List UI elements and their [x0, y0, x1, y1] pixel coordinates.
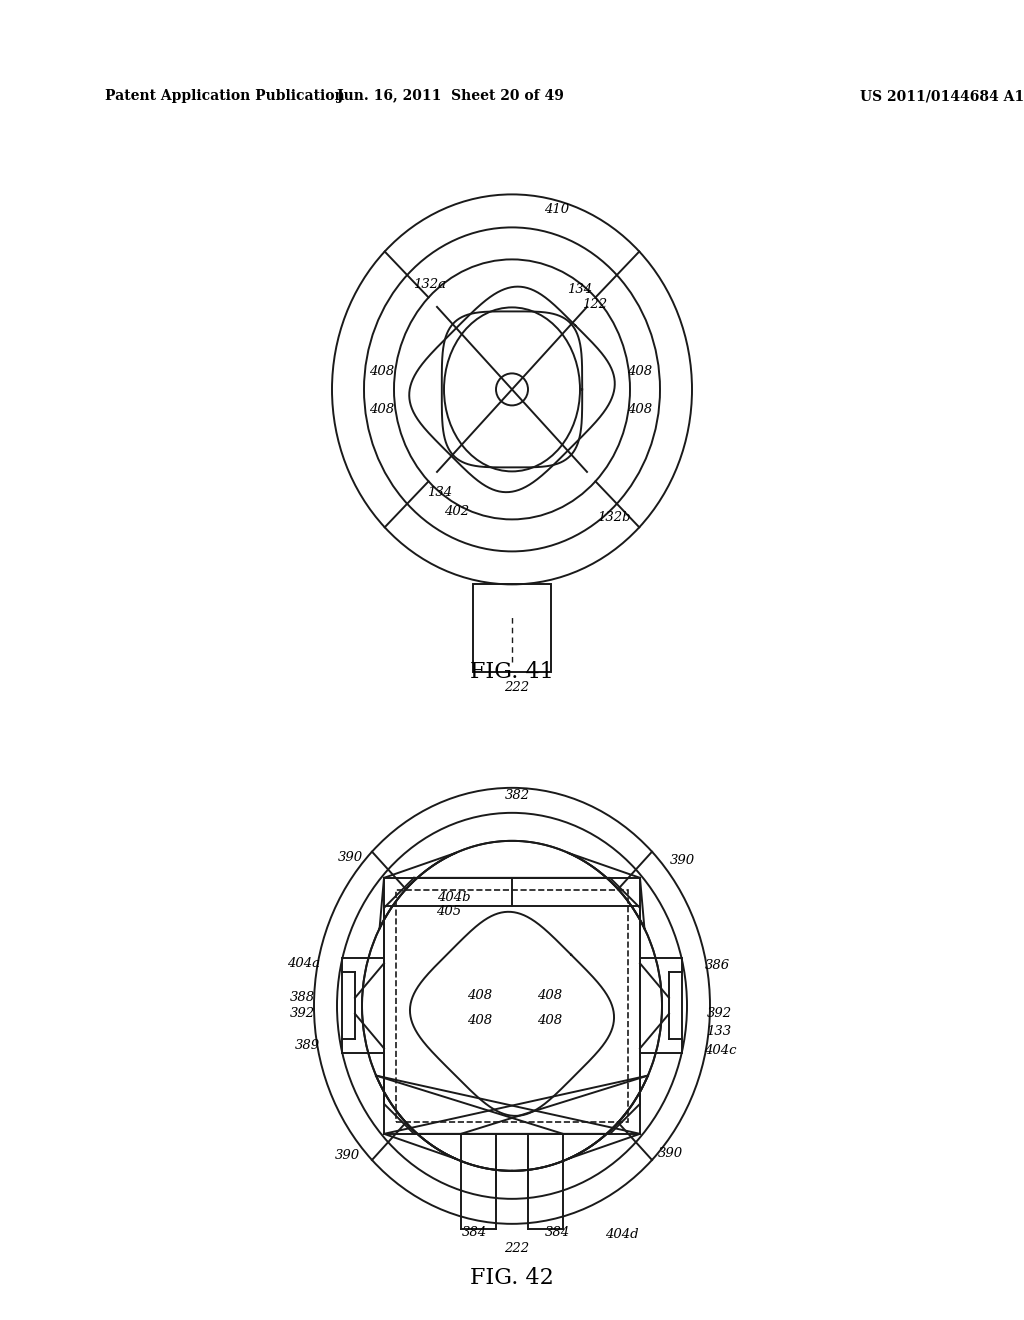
Text: 408: 408 — [628, 364, 652, 378]
Text: 133: 133 — [707, 1026, 731, 1039]
Text: US 2011/0144684 A1: US 2011/0144684 A1 — [860, 90, 1024, 103]
Text: 408: 408 — [628, 403, 652, 416]
Text: Patent Application Publication: Patent Application Publication — [105, 90, 345, 103]
Text: 134: 134 — [427, 486, 453, 499]
Text: 134: 134 — [567, 282, 593, 296]
Text: 392: 392 — [707, 1007, 731, 1020]
Text: 404b: 404b — [437, 891, 471, 904]
Text: 408: 408 — [538, 1014, 562, 1027]
Text: 389: 389 — [295, 1039, 319, 1052]
Text: 388: 388 — [290, 991, 314, 1005]
Text: FIG. 42: FIG. 42 — [470, 1267, 554, 1288]
Text: 405: 405 — [436, 906, 462, 919]
Bar — [473, 585, 551, 672]
Text: 392: 392 — [290, 1007, 314, 1020]
Text: 222: 222 — [505, 1242, 529, 1255]
Text: 390: 390 — [670, 854, 694, 867]
Text: 122: 122 — [583, 298, 607, 312]
Text: 386: 386 — [705, 960, 729, 973]
Text: 404a: 404a — [288, 957, 321, 970]
Text: FIG. 41: FIG. 41 — [470, 661, 554, 682]
Text: 132a: 132a — [414, 279, 446, 290]
Text: 132b: 132b — [597, 511, 631, 524]
Text: 382: 382 — [505, 789, 529, 803]
Text: 408: 408 — [538, 990, 562, 1002]
Text: 384: 384 — [545, 1226, 569, 1239]
Text: 408: 408 — [467, 990, 493, 1002]
Text: 408: 408 — [467, 1014, 493, 1027]
Bar — [396, 890, 628, 1122]
Text: 222: 222 — [505, 681, 529, 694]
Text: 404c: 404c — [703, 1044, 736, 1057]
Text: 390: 390 — [338, 851, 362, 865]
Bar — [384, 878, 640, 1134]
Text: Jun. 16, 2011  Sheet 20 of 49: Jun. 16, 2011 Sheet 20 of 49 — [337, 90, 563, 103]
Text: 404d: 404d — [605, 1229, 639, 1241]
Bar — [342, 958, 384, 1053]
Text: 390: 390 — [657, 1147, 683, 1160]
Text: 402: 402 — [444, 504, 470, 517]
Text: 390: 390 — [335, 1150, 359, 1163]
Text: 410: 410 — [545, 203, 569, 216]
Text: 408: 408 — [370, 364, 394, 378]
Text: 384: 384 — [462, 1226, 486, 1239]
Bar — [640, 958, 682, 1053]
Text: 408: 408 — [370, 403, 394, 416]
